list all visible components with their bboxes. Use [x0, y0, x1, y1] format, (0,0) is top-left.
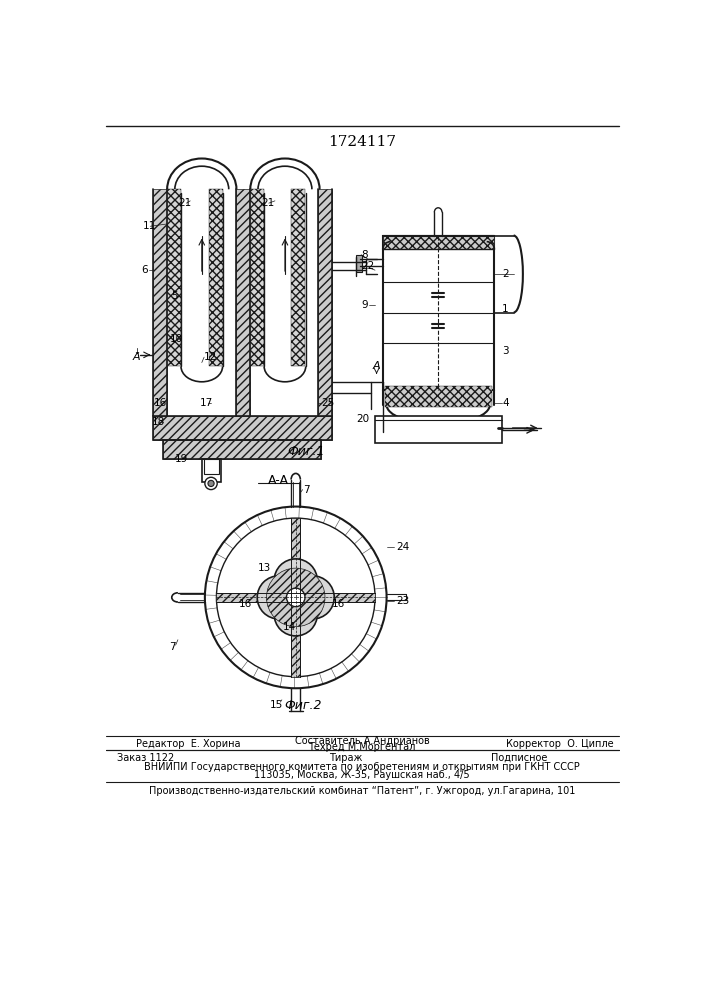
Text: 20: 20	[356, 414, 369, 424]
Text: ВНИИПИ Государственного комитета по изобретениям и открытиям при ГКНТ СССР: ВНИИПИ Государственного комитета по изоб…	[144, 762, 580, 772]
Circle shape	[216, 518, 375, 677]
Circle shape	[257, 576, 300, 619]
Circle shape	[291, 576, 334, 619]
Circle shape	[205, 477, 217, 490]
Text: A-A: A-A	[268, 474, 289, 487]
Circle shape	[274, 559, 317, 602]
Polygon shape	[216, 593, 296, 602]
Text: 12: 12	[204, 352, 217, 362]
Text: 14: 14	[283, 622, 296, 632]
Bar	[201, 459, 221, 482]
Text: 10: 10	[170, 334, 182, 344]
Text: 23: 23	[396, 596, 409, 606]
Circle shape	[205, 507, 387, 688]
Bar	[250, 189, 264, 366]
Text: 13: 13	[258, 563, 271, 573]
Text: 22: 22	[361, 261, 375, 271]
Text: 15: 15	[270, 700, 283, 710]
Bar	[382, 235, 494, 249]
Text: 18: 18	[152, 417, 165, 427]
Circle shape	[208, 480, 214, 487]
Bar	[204, 459, 218, 474]
Text: 17: 17	[200, 398, 214, 408]
Text: 24: 24	[396, 542, 409, 552]
Text: Фиг.2: Фиг.2	[285, 699, 322, 712]
Bar	[153, 416, 332, 440]
Circle shape	[286, 588, 305, 607]
Text: 25: 25	[321, 398, 334, 408]
Text: Подписное: Подписное	[491, 753, 547, 763]
Bar	[153, 189, 167, 416]
Text: Заказ 1122: Заказ 1122	[117, 753, 175, 763]
Text: Составитель А.Андрианов: Составитель А.Андрианов	[295, 736, 429, 746]
Text: 19: 19	[175, 454, 188, 464]
Text: Техред М.Моргентал: Техред М.Моргентал	[308, 742, 416, 752]
Text: 6: 6	[141, 265, 148, 275]
Text: 11: 11	[143, 221, 156, 231]
Text: 16: 16	[239, 599, 252, 609]
Polygon shape	[296, 593, 375, 602]
Text: 21: 21	[261, 198, 274, 208]
Text: 16: 16	[154, 398, 168, 408]
Polygon shape	[291, 597, 300, 677]
Text: ↓: ↓	[133, 347, 140, 356]
Text: 5: 5	[171, 291, 177, 301]
Bar	[318, 189, 332, 416]
Text: 8: 8	[361, 250, 368, 260]
Text: 2: 2	[502, 269, 509, 279]
Bar	[382, 235, 494, 389]
Text: 113035, Москва, Ж-35, Раушская наб., 4/5: 113035, Москва, Ж-35, Раушская наб., 4/5	[254, 770, 469, 780]
Text: 9: 9	[361, 300, 368, 310]
Text: 16: 16	[332, 599, 345, 609]
Circle shape	[274, 593, 317, 636]
Bar	[375, 416, 502, 443]
Bar	[153, 416, 332, 440]
Text: Фиг.1: Фиг.1	[287, 445, 325, 458]
Bar	[385, 386, 492, 407]
Text: Редактор  Е. Хорина: Редактор Е. Хорина	[136, 739, 241, 749]
Text: 7: 7	[303, 485, 309, 495]
Text: А: А	[373, 361, 380, 371]
Text: А: А	[132, 352, 140, 362]
Text: 4: 4	[502, 398, 509, 408]
Bar	[167, 189, 181, 366]
Bar	[291, 189, 305, 366]
Text: Тираж: Тираж	[329, 753, 362, 763]
Text: 1: 1	[502, 304, 509, 314]
Text: 21: 21	[179, 198, 192, 208]
Polygon shape	[291, 518, 300, 597]
Text: 3: 3	[502, 346, 509, 356]
Text: Производственно-издательский комбинат “Патент”, г. Ужгород, ул.Гагарина, 101: Производственно-издательский комбинат “П…	[148, 786, 575, 796]
Text: 1724117: 1724117	[328, 135, 396, 149]
Bar	[163, 440, 321, 459]
Bar	[235, 189, 250, 416]
Bar	[209, 189, 223, 366]
Bar	[163, 440, 321, 459]
Text: 7: 7	[169, 642, 176, 652]
Bar	[356, 255, 362, 272]
Text: Корректор  О. Ципле: Корректор О. Ципле	[506, 739, 614, 749]
Circle shape	[267, 568, 325, 627]
